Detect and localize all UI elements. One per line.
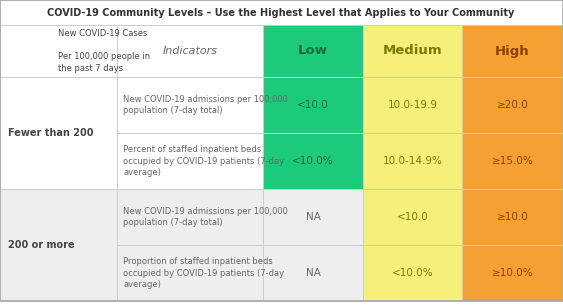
Text: COVID-19 Community Levels – Use the Highest Level that Applies to Your Community: COVID-19 Community Levels – Use the High… (47, 7, 515, 17)
Bar (0, 189, 117, 301)
Text: Proportion of staffed inpatient beds
occupied by COVID-19 patients (7-day
averag: Proportion of staffed inpatient beds occ… (123, 257, 284, 289)
Text: New COVID-19 Cases

Per 100,000 people in
the past 7 days: New COVID-19 Cases Per 100,000 people in… (59, 29, 151, 73)
Text: <10.0%: <10.0% (292, 156, 334, 166)
Bar (263, 25, 363, 77)
Text: NA: NA (306, 268, 320, 278)
Bar (117, 189, 263, 245)
Text: 200 or more: 200 or more (8, 240, 75, 250)
Text: Medium: Medium (383, 45, 443, 57)
Bar (363, 25, 462, 77)
Bar (117, 245, 263, 301)
Bar (462, 189, 563, 245)
Bar (462, 133, 563, 189)
Bar (363, 77, 462, 133)
Text: High: High (495, 45, 530, 57)
Text: Low: Low (298, 45, 328, 57)
Bar (462, 245, 563, 301)
Bar (117, 133, 263, 189)
Bar (263, 245, 363, 301)
Bar (0, 25, 117, 77)
Text: ≥20.0: ≥20.0 (497, 100, 528, 110)
Text: New COVID-19 admissions per 100,000
population (7-day total): New COVID-19 admissions per 100,000 popu… (123, 207, 288, 227)
Text: ≥15.0%: ≥15.0% (491, 156, 533, 166)
Bar (263, 77, 363, 133)
Text: Fewer than 200: Fewer than 200 (8, 128, 93, 138)
Text: <10.0: <10.0 (297, 100, 329, 110)
Bar (363, 189, 462, 245)
Text: 10.0-19.9: 10.0-19.9 (387, 100, 437, 110)
Text: New COVID-19 admissions per 100,000
population (7-day total): New COVID-19 admissions per 100,000 popu… (123, 95, 288, 115)
Bar (263, 133, 363, 189)
Bar (462, 25, 563, 77)
Text: NA: NA (306, 212, 320, 222)
Bar (117, 25, 263, 77)
Bar (363, 133, 462, 189)
Bar (0, 77, 117, 189)
Bar (117, 77, 263, 133)
Text: Indicators: Indicators (163, 46, 217, 56)
Bar (263, 189, 363, 245)
Text: <10.0: <10.0 (396, 212, 428, 222)
Text: Percent of staffed inpatient beds
occupied by COVID-19 patients (7-day
average): Percent of staffed inpatient beds occupi… (123, 145, 284, 177)
Text: ≥10.0: ≥10.0 (497, 212, 528, 222)
Bar (363, 245, 462, 301)
Text: ≥10.0%: ≥10.0% (491, 268, 533, 278)
Bar (0, 0, 563, 25)
Text: 10.0-14.9%: 10.0-14.9% (383, 156, 443, 166)
Bar (462, 77, 563, 133)
Text: <10.0%: <10.0% (392, 268, 434, 278)
